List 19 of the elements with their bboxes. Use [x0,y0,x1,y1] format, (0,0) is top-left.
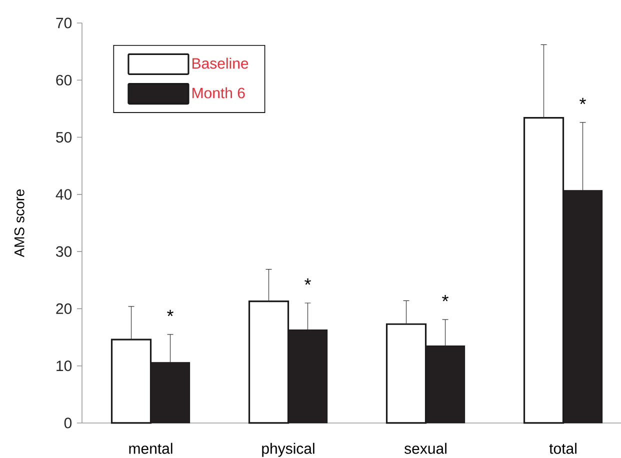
annotation: * [167,310,174,316]
x-tick-label: total [549,442,576,454]
legend-label: Baseline [192,58,248,69]
y-tick-label: 20 [56,303,72,314]
y-axis-title: AMS score [14,189,24,258]
annotation: * [304,278,311,285]
legend-label: Month 6 [192,87,245,98]
y-tick-label: 70 [56,18,72,28]
y-tick-label: 60 [56,74,72,86]
y-tick-label: 50 [56,132,72,143]
annotation: * [442,294,448,302]
x-tick-label: sexual [404,442,446,454]
y-tick-label: 0 [64,418,72,428]
y-tick-label: 40 [56,189,72,200]
x-tick-label: mental [129,442,172,454]
y-tick-label: 30 [56,246,72,257]
x-tick-label: physical [262,442,314,457]
annotation: * [580,98,586,104]
y-tick-label: 10 [56,360,72,372]
